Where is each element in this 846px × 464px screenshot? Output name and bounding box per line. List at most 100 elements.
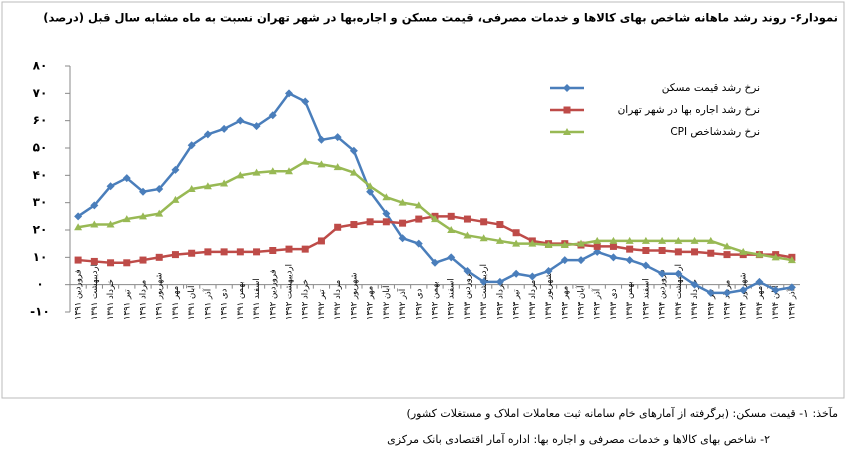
x-tick-label: فروردین ۱۳۹۳ bbox=[463, 269, 473, 320]
point bbox=[787, 256, 796, 264]
x-tick-label: شهریور ۱۳۹۴ bbox=[739, 272, 749, 320]
point bbox=[415, 215, 423, 223]
x-tick-label: تیر ۱۳۹۴ bbox=[706, 289, 716, 320]
series-line bbox=[78, 215, 793, 265]
point bbox=[463, 267, 472, 275]
point bbox=[787, 283, 796, 292]
point bbox=[398, 234, 407, 243]
x-tick-label: خرداد ۱۳۹۱ bbox=[106, 279, 116, 320]
x-tick-label: مرداد ۱۳۹۲ bbox=[333, 280, 343, 320]
point bbox=[236, 248, 244, 256]
point bbox=[382, 218, 390, 226]
point bbox=[187, 141, 196, 150]
point bbox=[139, 256, 147, 264]
point bbox=[755, 277, 764, 286]
point bbox=[690, 236, 699, 244]
point bbox=[74, 212, 83, 221]
point bbox=[204, 248, 212, 256]
x-tick-label: دی ۱۳۹۳ bbox=[609, 288, 619, 320]
y-tick-label: ۲۰ bbox=[33, 223, 48, 237]
point bbox=[560, 256, 569, 265]
series-line bbox=[77, 160, 793, 262]
x-tick-label: مرداد ۱۳۹۱ bbox=[139, 280, 149, 320]
point bbox=[90, 201, 99, 210]
point bbox=[674, 236, 683, 244]
point bbox=[317, 237, 325, 245]
point bbox=[139, 187, 147, 196]
point bbox=[625, 236, 634, 244]
point bbox=[563, 128, 571, 135]
point bbox=[317, 135, 326, 144]
chart-title: نمودار۶- روند رشد ماهانه شاخص بهای کالاه… bbox=[43, 11, 838, 26]
point bbox=[122, 215, 131, 223]
point bbox=[74, 223, 83, 231]
point bbox=[171, 251, 179, 259]
point bbox=[642, 247, 650, 254]
x-tick-label: اردیبهشت ۱۳۹۴ bbox=[674, 264, 684, 320]
point bbox=[90, 220, 99, 228]
x-tick-label: مرداد ۱۳۹۴ bbox=[723, 280, 733, 320]
source-note: ۲- شاخص بهای کالاها و خدمات مصرفی و اجار… bbox=[387, 432, 770, 446]
y-tick-label: ۸۰ bbox=[33, 59, 48, 73]
x-tick-label: آبان ۱۳۹۴ bbox=[769, 285, 781, 320]
point bbox=[723, 242, 731, 250]
point bbox=[285, 167, 293, 175]
x-tick-label: مرداد ۱۳۹۳ bbox=[528, 280, 538, 320]
x-tick-label: آذر ۱۳۹۴ bbox=[785, 288, 797, 320]
point bbox=[495, 236, 504, 244]
point bbox=[755, 250, 764, 258]
chart-border bbox=[1, 1, 845, 399]
x-tick-label: آبان ۱۳۹۳ bbox=[575, 285, 587, 320]
point bbox=[479, 234, 488, 242]
point bbox=[577, 239, 585, 247]
x-tick-label: تیر ۱۳۹۳ bbox=[512, 289, 522, 320]
point bbox=[398, 198, 407, 206]
point bbox=[431, 258, 439, 267]
y-tick-label: ۰ bbox=[36, 277, 43, 291]
point bbox=[333, 163, 342, 171]
point bbox=[674, 269, 683, 278]
point bbox=[334, 223, 342, 231]
x-tick-label: بهمن ۱۳۹۲ bbox=[431, 281, 441, 320]
x-tick-label: اردیبهشت ۱۳۹۲ bbox=[285, 264, 295, 320]
point bbox=[447, 212, 455, 220]
point bbox=[706, 288, 715, 297]
point bbox=[723, 251, 731, 259]
point bbox=[382, 209, 391, 218]
point bbox=[90, 257, 98, 265]
x-tick-label: مهر ۱۳۹۱ bbox=[171, 286, 181, 320]
y-tick-label: ۵۰ bbox=[33, 141, 48, 155]
point bbox=[609, 253, 618, 262]
point bbox=[203, 130, 212, 139]
point bbox=[690, 280, 699, 289]
point bbox=[563, 106, 571, 114]
point bbox=[155, 185, 164, 193]
x-tick-label: فروردین ۱۳۹۲ bbox=[268, 269, 278, 320]
point bbox=[349, 168, 358, 176]
x-tick-label: آذر ۱۳۹۱ bbox=[201, 288, 213, 320]
point bbox=[625, 256, 634, 265]
point bbox=[366, 187, 375, 196]
point bbox=[106, 220, 115, 228]
point bbox=[74, 256, 82, 264]
point bbox=[626, 245, 634, 253]
point bbox=[317, 160, 326, 168]
point bbox=[528, 239, 537, 247]
x-tick-label: تیر ۱۳۹۲ bbox=[317, 289, 327, 320]
x-tick-label: بهمن ۱۳۹۳ bbox=[625, 281, 635, 320]
point bbox=[171, 195, 180, 203]
point bbox=[674, 248, 682, 256]
x-tick-label: مهر ۱۳۹۳ bbox=[560, 286, 570, 320]
point bbox=[220, 124, 229, 133]
legend-label: نرخ رشد قیمت مسکن bbox=[662, 82, 760, 94]
point bbox=[301, 157, 310, 165]
point bbox=[188, 249, 196, 257]
x-tick-label: شهریور ۱۳۹۲ bbox=[349, 272, 359, 320]
point bbox=[399, 219, 407, 227]
point bbox=[496, 221, 504, 229]
legend-label: نرخ رشدشاخص CPI bbox=[670, 126, 760, 138]
point bbox=[463, 231, 472, 239]
point bbox=[544, 267, 553, 275]
point bbox=[447, 226, 456, 233]
